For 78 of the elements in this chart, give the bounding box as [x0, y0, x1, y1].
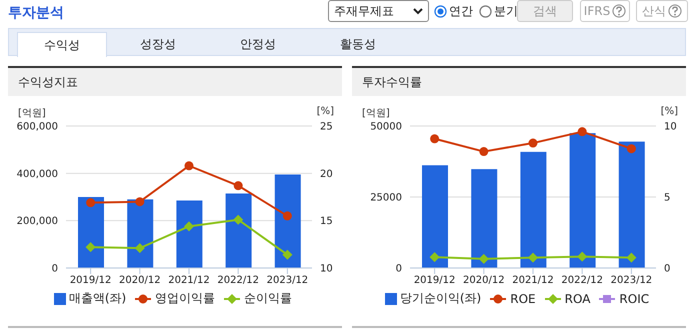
point — [134, 243, 145, 254]
bar — [520, 152, 546, 268]
text: 투자분석 — [8, 4, 64, 22]
legend-label: 당기순이익(좌) — [400, 290, 482, 307]
text: 안정성 — [239, 36, 277, 53]
y-tick-label: 25000 — [370, 192, 402, 204]
text: 주재무제표 — [334, 2, 394, 20]
text: 산식 — [642, 2, 666, 20]
chart-title: 투자수익률 — [352, 68, 686, 96]
x-tick-label: 2019/12 — [70, 275, 112, 286]
y2-axis-title: [%] — [660, 106, 678, 117]
x-tick-label: 2023/12 — [266, 275, 308, 286]
text: 연간 — [449, 3, 473, 20]
point — [478, 254, 489, 264]
y2-tick-label: 10 — [664, 122, 677, 133]
point — [184, 221, 194, 232]
bar — [618, 142, 645, 268]
legend-label: ROIC — [619, 292, 650, 306]
y2-tick-label: 20 — [320, 168, 333, 180]
y2-tick-label: 0 — [664, 264, 670, 275]
y-tick-label: 600,000 — [16, 122, 58, 133]
y-tick-label: 400,000 — [16, 168, 58, 180]
bar — [570, 133, 596, 268]
y2-axis-title: [%] — [316, 106, 334, 117]
point — [528, 252, 538, 263]
legend-label: ROE — [510, 292, 536, 306]
y2-tick-label: 10 — [320, 264, 333, 275]
y-tick-label: 50000 — [370, 122, 402, 133]
chart-title: 수익성지표 — [8, 68, 342, 96]
legend-label: 순이익률 — [244, 290, 292, 307]
x-tick-label: 2022/12 — [561, 275, 603, 286]
text: 검색 — [517, 0, 573, 22]
bar — [127, 199, 154, 268]
y-axis-title: [억원] — [362, 107, 390, 120]
text: IFRS — [584, 4, 610, 18]
point — [282, 250, 292, 260]
legend-label: 영업이익률 — [155, 290, 216, 307]
text: 분기 — [494, 3, 518, 20]
point — [282, 211, 292, 220]
point — [577, 252, 588, 262]
point — [234, 181, 243, 190]
point — [86, 198, 96, 208]
x-tick-label: 2020/12 — [463, 275, 505, 286]
text: 수익성 — [17, 32, 107, 57]
point — [184, 161, 194, 170]
text: 성장성 — [139, 36, 177, 53]
y-tick-label: 0 — [396, 264, 402, 275]
x-tick-label: 2021/12 — [168, 275, 210, 286]
legend-label: ROA — [564, 292, 590, 306]
bar — [274, 174, 301, 268]
point — [626, 144, 636, 154]
y2-tick-label: 5 — [664, 192, 670, 204]
text: 활동성 — [339, 36, 377, 53]
x-tick-label: 2019/12 — [414, 275, 456, 286]
x-tick-label: 2022/12 — [217, 275, 259, 286]
y-tick-label: 200,000 — [16, 216, 58, 228]
point — [578, 127, 587, 136]
point — [528, 138, 538, 148]
bar — [422, 165, 448, 268]
x-tick-label: 2020/12 — [119, 275, 161, 286]
y2-tick-label: 25 — [320, 122, 333, 133]
point — [626, 252, 636, 263]
y-axis-title: [억원] — [18, 107, 46, 120]
bar — [226, 193, 252, 268]
point — [135, 197, 144, 206]
point — [479, 147, 488, 156]
bar — [176, 200, 202, 268]
point — [430, 252, 440, 262]
x-tick-label: 2021/12 — [512, 275, 554, 286]
x-tick-label: 2023/12 — [610, 275, 652, 286]
point — [430, 134, 440, 144]
y2-tick-label: 15 — [320, 216, 333, 228]
y-tick-label: 0 — [52, 264, 58, 275]
bar — [78, 197, 104, 268]
legend-label: 매출액(좌) — [68, 290, 126, 307]
point — [86, 242, 96, 252]
bar — [471, 169, 498, 268]
point — [233, 214, 244, 225]
